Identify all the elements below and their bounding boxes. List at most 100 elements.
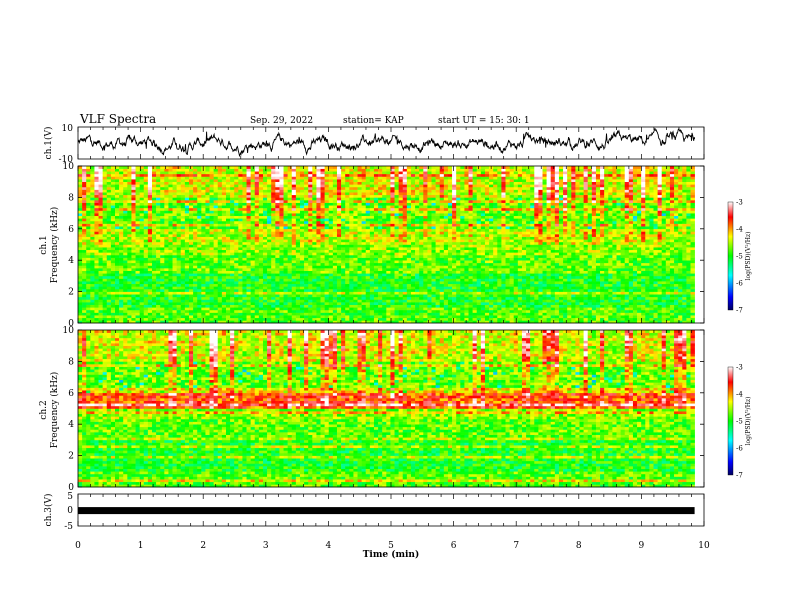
spectrogram-cell [78, 171, 83, 175]
spectrogram-cell [279, 257, 284, 261]
spectrogram-cell [336, 215, 342, 219]
spectrogram-cell [246, 236, 251, 240]
spectrogram-cell [378, 176, 383, 180]
spectrogram-cell [382, 205, 387, 209]
spectrogram-cell [213, 223, 219, 227]
spectrogram-cell [279, 281, 284, 285]
spectrogram-cell [147, 265, 153, 269]
spectrogram-cell [410, 189, 416, 193]
spectrogram-cell [115, 223, 120, 227]
spectrogram-cell [106, 239, 112, 243]
spectrogram-cell [378, 309, 383, 313]
spectrogram-cell [320, 231, 325, 235]
spectrogram-cell [86, 200, 91, 203]
spectrogram-cell [254, 176, 260, 180]
spectrogram-cell [238, 186, 243, 190]
spectrogram-cell [299, 181, 305, 185]
spectrogram-cell [304, 176, 309, 180]
spectrogram-cell [275, 257, 280, 261]
spectrogram-cell [176, 226, 182, 230]
spectrogram-cell [415, 186, 420, 190]
spectrogram-cell [242, 315, 247, 319]
spectrogram-cell [197, 192, 202, 196]
spectrogram-cell [250, 213, 256, 217]
spectrogram-cell [250, 200, 256, 203]
spectrogram-cell [143, 296, 149, 300]
spectrogram-cell [378, 286, 383, 290]
spectrogram-cell [246, 257, 251, 261]
spectrogram-cell [151, 207, 157, 211]
spectrogram-cell [369, 173, 375, 177]
spectrogram-cell [197, 234, 202, 237]
spectrogram-cell [373, 254, 379, 258]
spectrogram-cell [102, 254, 108, 258]
spectrogram-cell [378, 296, 383, 300]
spectrogram-cell [172, 202, 177, 206]
spectrogram-cell [373, 194, 379, 198]
spectrogram-cell [230, 273, 235, 277]
spectrogram-cell [135, 288, 140, 292]
spectrogram-cell [151, 315, 157, 319]
spectrogram-cell [201, 239, 206, 243]
spectrogram-cell [382, 218, 387, 222]
spectrogram-cell [258, 257, 264, 261]
spectrogram-cell [119, 307, 124, 311]
spectrogram-cell [254, 197, 260, 201]
spectrogram-cell [328, 304, 334, 308]
spectrogram-cell [320, 281, 325, 285]
spectrogram-cell [373, 278, 379, 282]
spectrogram-cell [386, 304, 391, 308]
spectrogram-cell [254, 320, 260, 324]
spectrogram-cell [98, 304, 103, 308]
spectrogram-cell [394, 307, 399, 311]
spectrogram-cell [160, 226, 165, 230]
spectrogram-cell [168, 288, 173, 292]
spectrogram-cell [353, 291, 358, 295]
spectrogram-cell [238, 192, 243, 196]
spectrogram-cell [102, 173, 108, 177]
spectrogram-cell [102, 171, 108, 175]
spectrogram-cell [115, 220, 120, 224]
spectrogram-cell [135, 302, 140, 305]
spectrogram-cell [230, 231, 235, 235]
spectrogram-cell [410, 304, 416, 308]
spectrogram-cell [324, 315, 330, 319]
spectrogram-cell [139, 286, 145, 290]
spectrogram-cell [299, 283, 305, 287]
spectrogram-cell [160, 189, 165, 193]
spectrogram-cell [291, 288, 297, 292]
spectrogram-cell [312, 296, 317, 300]
spectrogram-cell [106, 257, 112, 261]
spectrogram-cell [304, 288, 309, 292]
spectrogram-cell [78, 278, 83, 282]
spectrogram-cell [217, 228, 223, 232]
spectrogram-cell [357, 281, 362, 285]
spectrogram-cell [324, 252, 330, 256]
spectrogram-cell [295, 200, 301, 203]
spectrogram-cell [258, 244, 264, 248]
spectrogram-cell [345, 166, 350, 169]
spectrogram-cell [156, 166, 161, 169]
spectrogram-cell [267, 218, 272, 222]
spectrogram-cell [369, 296, 375, 300]
spectrogram-cell [336, 273, 342, 277]
spectrogram-cell [275, 260, 280, 264]
spectrogram-cell [254, 218, 260, 222]
spectrogram-cell [378, 181, 383, 185]
spectrogram-cell [291, 171, 297, 175]
spectrogram-cell [312, 247, 317, 251]
spectrogram-cell [316, 184, 321, 188]
spectrogram-cell [271, 218, 276, 222]
spectrogram-cell [250, 291, 256, 295]
spectrogram-cell [123, 231, 128, 235]
spectrogram-cell [406, 181, 412, 185]
spectrogram-cell [357, 234, 362, 237]
spectrogram-cell [164, 197, 169, 201]
spectrogram-cell [332, 234, 338, 237]
spectrogram-cell [90, 194, 95, 198]
spectrogram-cell [115, 207, 120, 211]
spectrogram-cell [110, 254, 116, 258]
spectrogram-cell [205, 171, 210, 175]
spectrogram-cell [217, 273, 223, 277]
